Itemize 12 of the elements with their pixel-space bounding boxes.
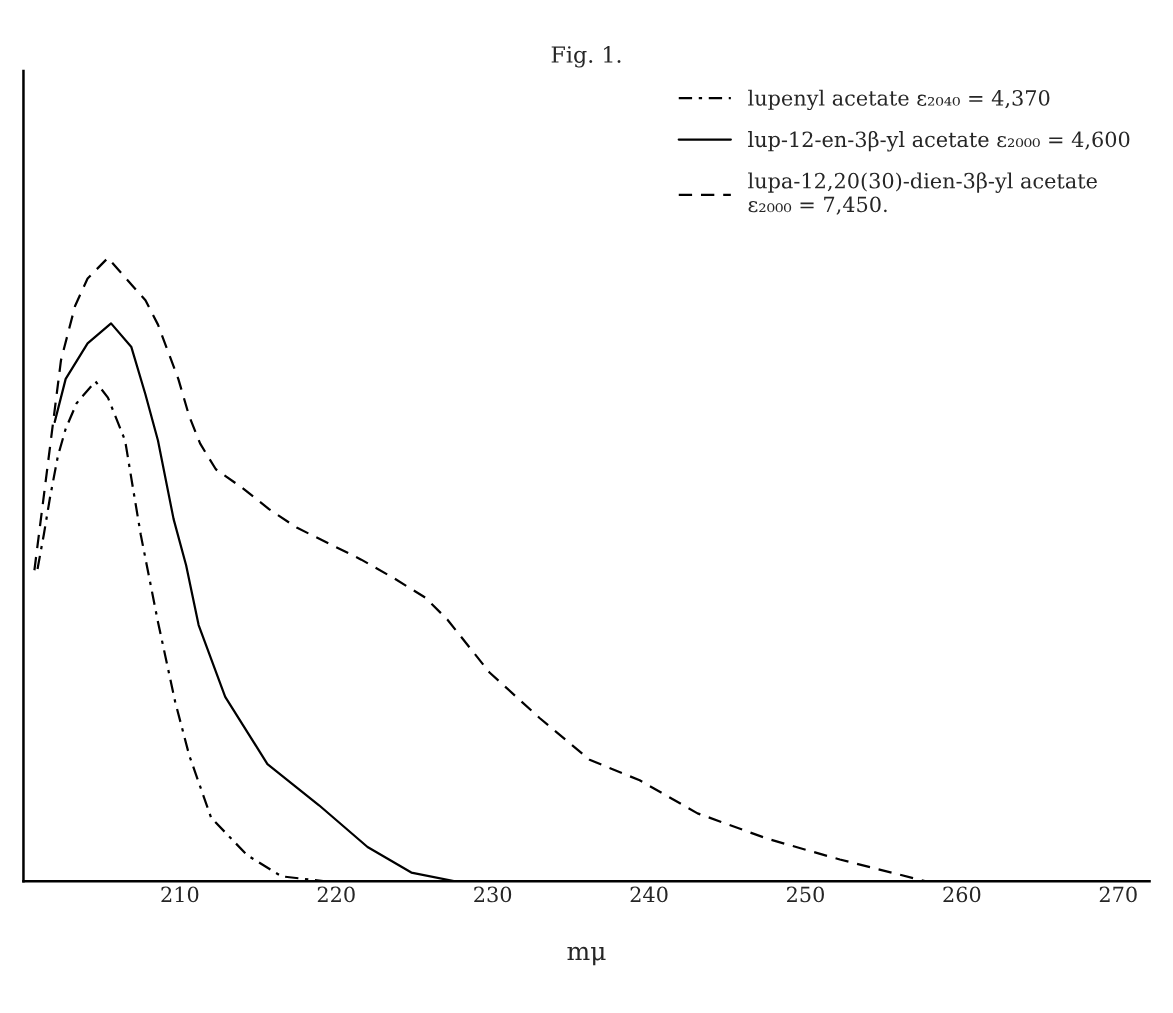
x-tick-label: 250 bbox=[786, 886, 824, 903]
x-tick-label: 240 bbox=[630, 886, 668, 903]
x-axis-title: mμ bbox=[567, 946, 606, 966]
x-tick-label: 220 bbox=[317, 886, 355, 903]
x-tick-label: 260 bbox=[943, 886, 981, 903]
legend-label: lupenyl acetate ε₂₀₄₀ = 4,370 bbox=[748, 89, 1050, 111]
legend-label: lup-12-en-3β-yl acetate ε₂₀₀₀ = 4,600 bbox=[748, 130, 1130, 152]
chart-title: Fig. 1. bbox=[551, 46, 621, 68]
legend-label: lupa-12,20(30)-dien-3β-yl acetate ε₂₀₀₀ = 7,450. bbox=[748, 172, 1097, 215]
x-tick-label: 210 bbox=[161, 886, 199, 903]
x-tick-label: 230 bbox=[474, 886, 512, 903]
x-tick-label: 270 bbox=[1099, 886, 1137, 903]
